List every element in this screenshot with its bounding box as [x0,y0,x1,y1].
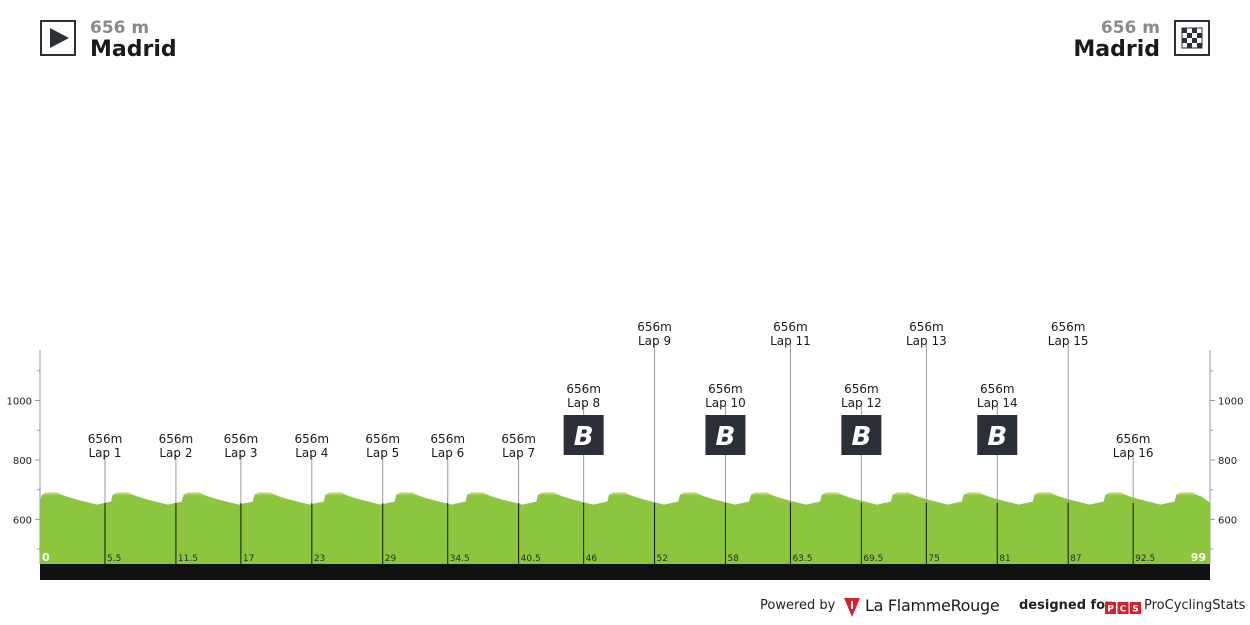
distance-bar [40,564,1210,580]
lap-elevation-label: 656m [773,320,808,334]
km-marker-label: 46 [586,554,598,564]
lap-elevation-label: 656m [430,432,465,446]
svg-text:S: S [1132,605,1138,615]
lap-name-label: Lap 10 [705,396,746,410]
lap-name-label: Lap 7 [502,446,535,460]
km-marker-label: 23 [314,554,325,564]
bonus-sprint-icon [705,415,746,455]
finish-city: Madrid [1073,37,1160,62]
lap-elevation-label: 656m [88,432,123,446]
km-marker-label: 5.5 [107,554,121,564]
svg-text:P: P [1107,605,1114,615]
lap-name-label: Lap 2 [159,446,192,460]
km-marker-label: 81 [999,554,1010,564]
elevation-plateau-highlight [41,492,1197,495]
start-elevation: 656 m [90,18,150,38]
lap-name-label: Lap 4 [295,446,328,460]
bonus-sprint-label: B [716,422,736,452]
finish-elevation: 656 m [1100,18,1160,38]
pcs-logo-icon: P C S [1105,602,1141,614]
lap-elevation-label: 656m [566,382,601,396]
y-tick-label-left: 800 [13,456,32,467]
lap-name-label: Lap 16 [1113,446,1154,460]
bonus-sprint-label: B [987,422,1007,452]
lap-name-label: Lap 14 [977,396,1018,410]
bonus-sprint-icon [977,415,1018,455]
bonus-sprint-label: B [574,422,594,452]
y-tick-label-left: 1000 [7,397,32,408]
lap-elevation-label: 656m [501,432,536,446]
lap-elevation-label: 656m [1116,432,1151,446]
y-tick-label-right: 800 [1218,456,1237,467]
lap-name-label: Lap 15 [1048,334,1089,348]
lap-name-label: Lap 5 [366,446,399,460]
lap-name-label: Lap 1 [88,446,121,460]
bonus-sprint-icon [841,415,882,455]
lap-elevation-label: 656m [909,320,944,334]
play-start-icon [40,20,76,56]
y-tick-label-left: 600 [13,515,32,526]
lap-name-label: Lap 3 [224,446,257,460]
lap-elevation-label: 656m [295,432,330,446]
km-marker-label: 99 [1191,551,1206,564]
km-marker-label: 52 [657,554,668,564]
lap-name-label: Lap 12 [841,396,882,410]
km-marker-label: 17 [243,554,254,564]
lap-elevation-label: 656m [637,320,672,334]
lap-elevation-label: 656m [1051,320,1086,334]
lap-elevation-label: 656m [844,382,879,396]
la-flamme-rouge-logo-icon [844,598,860,617]
bonus-sprint-icon [563,415,604,455]
lap-name-label: Lap 6 [431,446,464,460]
km-marker-label: 40.5 [521,554,541,564]
km-marker-label: 29 [385,554,397,564]
km-marker-label: 69.5 [863,554,883,564]
checkered-finish-icon [1174,20,1210,56]
lap-elevation-label: 656m [365,432,400,446]
km-marker-label: 92.5 [1135,554,1155,564]
powered-by-label: Powered by [760,598,836,613]
km-marker-label: 34.5 [450,554,470,564]
lap-elevation-label: 656m [224,432,259,446]
designed-for-label: designed for [1019,598,1112,613]
procyclingstats-name: ProCyclingStats [1144,598,1246,613]
km-marker-label: 11.5 [178,554,198,564]
km-marker-label: 75 [928,554,939,564]
km-marker-label: 63.5 [792,554,812,564]
km-marker-label: 58 [727,554,739,564]
lap-name-label: Lap 9 [638,334,671,348]
km-marker-label: 0 [42,551,50,564]
y-tick-label-right: 600 [1218,515,1237,526]
elevation-area [40,492,1210,564]
start-city: Madrid [90,37,177,62]
lap-elevation-label: 656m [159,432,194,446]
svg-text:C: C [1120,605,1127,615]
bonus-sprint-label: B [851,422,871,452]
y-tick-label-right: 1000 [1218,397,1243,408]
lap-elevation-label: 656m [708,382,743,396]
lap-elevation-label: 656m [980,382,1015,396]
lap-name-label: Lap 13 [906,334,947,348]
km-marker-label: 87 [1070,554,1081,564]
lap-name-label: Lap 8 [567,396,600,410]
lap-name-label: Lap 11 [770,334,811,348]
la-flamme-rouge-name: La FlammeRouge [865,596,1000,615]
